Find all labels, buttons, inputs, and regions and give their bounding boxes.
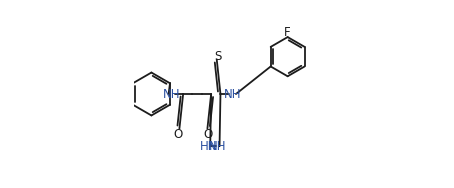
Text: O: O xyxy=(173,128,183,141)
Text: NH: NH xyxy=(163,87,181,101)
Text: HN: HN xyxy=(200,140,217,153)
Text: NH: NH xyxy=(209,140,227,153)
Text: NH: NH xyxy=(224,87,242,101)
Text: O: O xyxy=(203,128,212,141)
Text: F: F xyxy=(284,26,291,39)
Text: S: S xyxy=(214,50,222,63)
